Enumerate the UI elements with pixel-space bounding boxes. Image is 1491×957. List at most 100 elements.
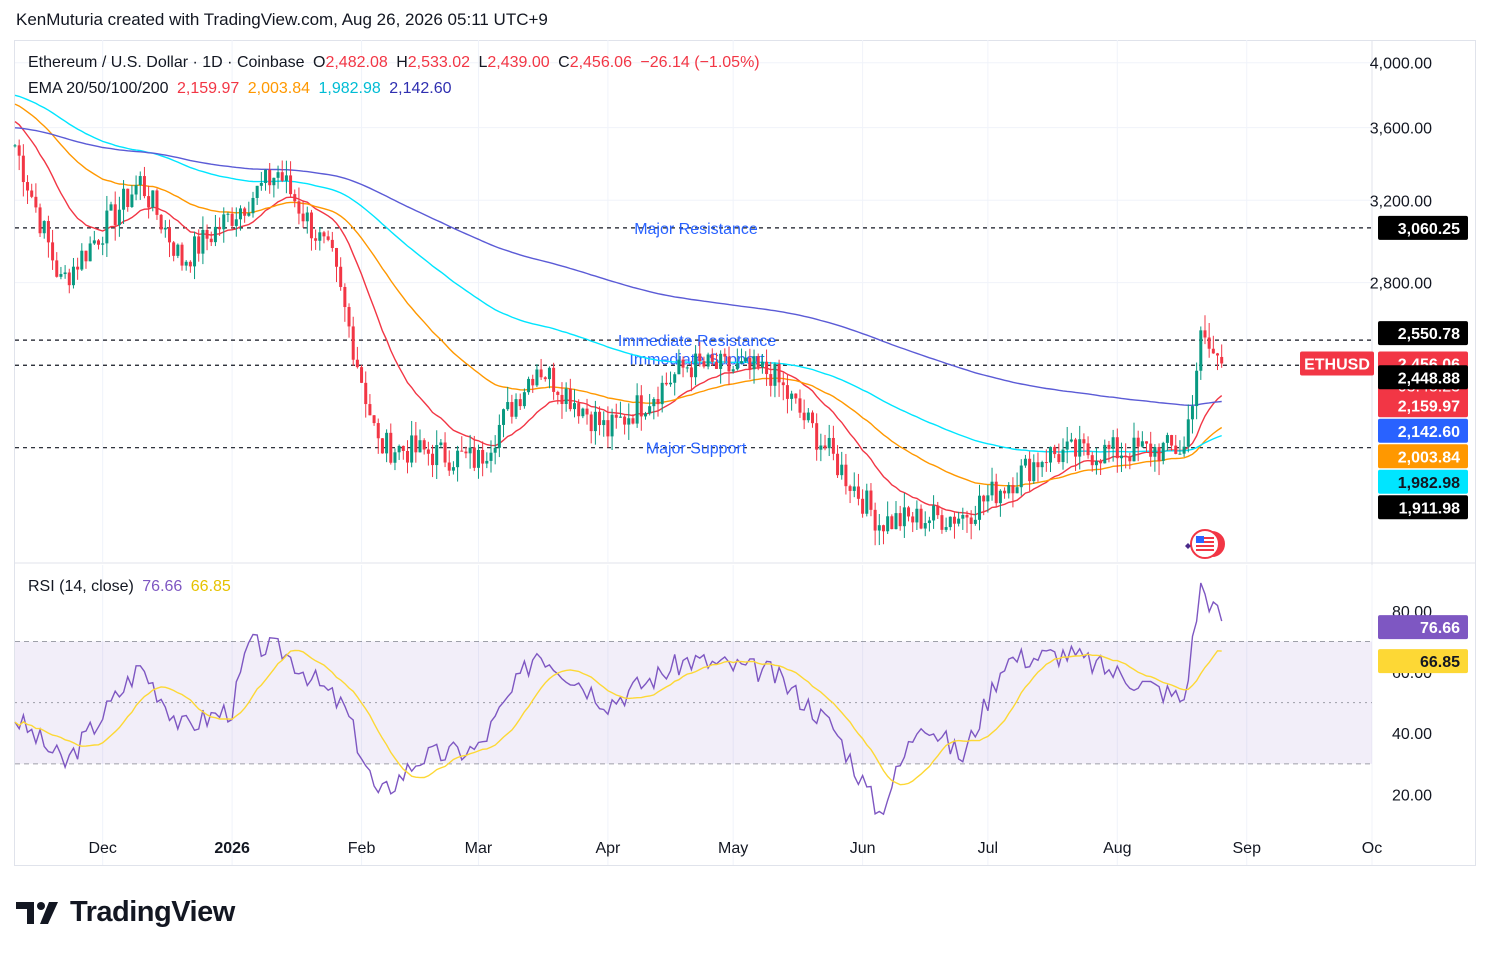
candle-body — [1044, 462, 1048, 464]
candle-body — [1057, 454, 1061, 463]
candle-body — [827, 437, 831, 449]
rsi-tag: 76.66 — [1420, 620, 1460, 637]
candle-body — [42, 221, 46, 234]
time-tick: Sep — [1233, 840, 1262, 857]
candle-body — [961, 515, 965, 519]
candle-body — [1124, 455, 1128, 457]
candle-body — [130, 194, 134, 207]
time-tick: Jun — [850, 840, 876, 857]
candle-body — [543, 377, 547, 380]
high-label: H — [396, 54, 408, 71]
candle-body — [197, 236, 201, 254]
candle-body — [368, 404, 372, 416]
candle-body — [919, 508, 923, 529]
ema100-tag-bg — [1378, 469, 1468, 494]
candle-body — [426, 449, 430, 454]
candle-body — [535, 369, 539, 386]
candle-body — [184, 261, 188, 266]
candle-body — [556, 391, 560, 395]
ema200-value: 2,142.60 — [389, 80, 452, 97]
candle-body — [188, 261, 192, 267]
rsi-grid — [15, 565, 1373, 865]
candle-body — [890, 516, 894, 530]
immediate-support-tag: 2,448.88 — [1398, 370, 1460, 387]
candle-body — [284, 175, 288, 181]
candle-body — [1036, 462, 1040, 468]
candle-body — [965, 515, 969, 518]
candle-body — [990, 481, 994, 496]
ema20-value: 2,159.97 — [177, 80, 240, 97]
price-tick: 3,200.00 — [1370, 193, 1432, 210]
candle-body — [815, 423, 819, 450]
candle-body — [55, 260, 59, 277]
candle-body — [13, 145, 17, 147]
candle-body — [34, 196, 38, 208]
candle-body — [698, 353, 702, 362]
time-axis: Dec 2026 Feb Mar Apr May Jun Jul Aug Sep Oc — [88, 840, 1382, 857]
candle-body — [677, 359, 681, 375]
candle-body — [147, 196, 151, 208]
candle-body — [1094, 461, 1098, 466]
candle-body — [1023, 458, 1027, 466]
candle-body — [222, 214, 226, 230]
candle-body — [639, 395, 643, 417]
candle-body — [1007, 485, 1011, 494]
candle-body — [748, 357, 752, 370]
candle-body — [489, 452, 493, 461]
candle-body — [510, 402, 514, 417]
open-value: 2,482.08 — [325, 54, 388, 71]
low-label: L — [478, 54, 488, 71]
candle-body — [247, 213, 251, 216]
time-tick: Jul — [978, 840, 998, 857]
candle-body — [689, 367, 693, 378]
candle-body — [393, 452, 397, 463]
candle-body — [823, 445, 827, 449]
candle-body — [1165, 435, 1169, 443]
candle-body — [343, 286, 347, 308]
candle-body — [518, 399, 522, 407]
candle-body — [397, 445, 401, 453]
candle-body — [322, 232, 326, 237]
symbol-tag-bg — [1300, 351, 1374, 376]
candle-body — [514, 399, 518, 417]
candle-body — [714, 361, 718, 369]
candle-body — [927, 520, 931, 524]
candle-body — [719, 353, 723, 369]
candle-body — [113, 204, 117, 226]
ema100-tag: 1,982.98 — [1398, 475, 1460, 492]
ema50-tag: 2,003.84 — [1398, 449, 1460, 466]
candle-body — [865, 490, 869, 514]
candle-body — [831, 437, 835, 454]
candle-body — [806, 412, 810, 421]
candle-body — [218, 226, 222, 230]
candle-body — [380, 438, 384, 454]
candle-body — [205, 229, 209, 239]
candle-body — [873, 509, 877, 531]
candle-body — [101, 243, 105, 245]
ema-title: EMA 20/50/100/200 — [28, 80, 169, 97]
candle-body — [213, 226, 217, 243]
candle-body — [276, 172, 280, 178]
candle-body — [564, 388, 568, 405]
candle-body — [1086, 443, 1090, 456]
rsi-ma-line — [14, 649, 1222, 786]
candle-body — [1207, 337, 1211, 349]
candle-body — [193, 236, 197, 267]
candle-body — [602, 420, 606, 426]
time-tick: 2026 — [214, 840, 250, 857]
candle-body — [51, 242, 55, 261]
rsi-title: RSI (14, close) — [28, 578, 134, 595]
candle-body — [869, 490, 873, 510]
candle-body — [1195, 370, 1199, 407]
time-tick: Aug — [1103, 840, 1131, 857]
candle-body — [431, 453, 435, 466]
candle-body — [38, 207, 42, 234]
tradingview-logo[interactable]: TradingView — [16, 896, 235, 929]
candle-body — [1145, 441, 1149, 444]
close-value: 2,456.06 — [569, 54, 632, 71]
candle-body — [560, 394, 564, 405]
candle-body — [593, 411, 597, 432]
candle-body — [314, 238, 318, 241]
candle-body — [915, 508, 919, 523]
